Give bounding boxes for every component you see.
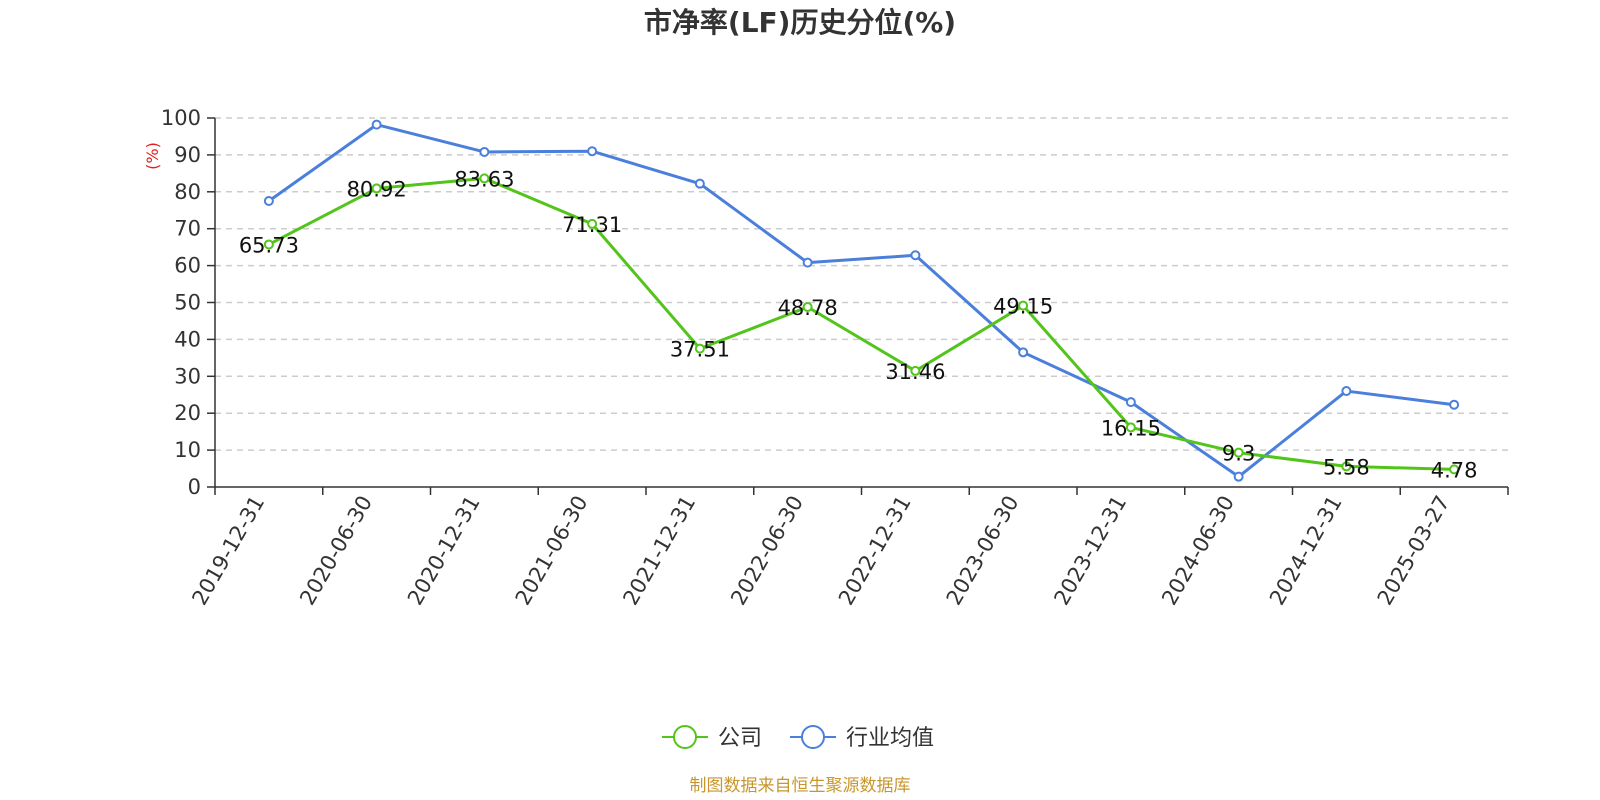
- x-tick-label: 2022-12-31: [834, 492, 916, 610]
- legend-marker: [801, 725, 825, 749]
- y-tick-label: 20: [174, 401, 201, 425]
- data-label: 48.78: [778, 296, 838, 320]
- data-point: [1233, 471, 1244, 482]
- y-tick-label: 50: [174, 291, 201, 315]
- data-point: [479, 146, 490, 157]
- data-labels: 65.73 80.92 83.63 71.31 37.51 48.78 31.46 49.15…: [239, 167, 1478, 482]
- data-point: [1018, 300, 1029, 311]
- y-tick-label: 60: [174, 254, 201, 278]
- y-tick-label: 70: [174, 217, 201, 241]
- data-point: [263, 239, 274, 250]
- data-point: [1125, 422, 1136, 433]
- data-point: [1341, 461, 1352, 472]
- chart-title: 市净率(LF)历史分位(%): [644, 6, 956, 39]
- x-tick-label: 2024-12-31: [1265, 492, 1347, 610]
- x-tick-label: 2023-12-31: [1049, 492, 1131, 610]
- data-point: [694, 178, 705, 189]
- data-label: 31.46: [885, 360, 945, 384]
- y-tick-label: 10: [174, 438, 201, 462]
- source-note: 制图数据来自恒生聚源数据库: [690, 776, 911, 796]
- data-point: [1449, 464, 1460, 475]
- data-point: [1341, 386, 1352, 397]
- x-tick-label: 2019-12-31: [187, 492, 269, 610]
- x-tick-label: 2022-06-30: [726, 492, 808, 610]
- x-tick-label: 2021-06-30: [511, 492, 593, 610]
- data-label: 49.15: [993, 295, 1053, 319]
- y-tick-label: 40: [174, 327, 201, 351]
- data-point: [802, 302, 813, 313]
- data-label: 37.51: [670, 338, 730, 362]
- data-label: 83.63: [454, 167, 514, 191]
- x-tick-label: 2025-03-27: [1373, 492, 1455, 610]
- data-point: [1018, 347, 1029, 358]
- legend-marker: [673, 725, 697, 749]
- data-point: [1125, 397, 1136, 408]
- legend-label: 行业均值: [846, 726, 934, 751]
- series-line: [268, 123, 1455, 479]
- data-point: [1449, 399, 1460, 410]
- data-label: 71.31: [562, 213, 622, 237]
- series-line: [268, 176, 1455, 471]
- x-tick-label: 2020-12-31: [403, 492, 485, 610]
- data-label: 9.3: [1222, 442, 1255, 466]
- data-label: 80.92: [347, 177, 407, 201]
- y-tick-label: 0: [188, 475, 201, 499]
- y-tick-label: 90: [174, 143, 201, 167]
- data-point: [263, 196, 274, 207]
- y-tick-label: 100: [161, 106, 201, 130]
- data-point: [802, 257, 813, 268]
- data-point: [479, 173, 490, 184]
- x-tick-label: 2021-12-31: [618, 492, 700, 610]
- data-label: 16.15: [1101, 416, 1161, 440]
- x-tick-label: 2020-06-30: [295, 492, 377, 610]
- y-tick-label: 30: [174, 364, 201, 388]
- data-point: [910, 365, 921, 376]
- legend: 公司 行业均值: [662, 725, 934, 751]
- data-label: 4.78: [1431, 458, 1478, 482]
- data-point: [910, 250, 921, 261]
- data-label: 65.73: [239, 233, 299, 257]
- grid-lines: [215, 117, 1508, 451]
- data-point: [587, 218, 598, 229]
- y-tick-label: 80: [174, 180, 201, 204]
- data-label: 5.58: [1323, 455, 1370, 479]
- series-layer: [263, 119, 1460, 482]
- data-point: [371, 183, 382, 194]
- data-point: [1233, 447, 1244, 458]
- x-tick-label: 2023-06-30: [942, 492, 1024, 610]
- y-axis-unit: (%): [143, 142, 162, 170]
- data-point: [371, 119, 382, 130]
- x-tick-label: 2024-06-30: [1157, 492, 1239, 610]
- data-point: [694, 343, 705, 354]
- data-point: [587, 146, 598, 157]
- legend-label: 公司: [718, 726, 762, 751]
